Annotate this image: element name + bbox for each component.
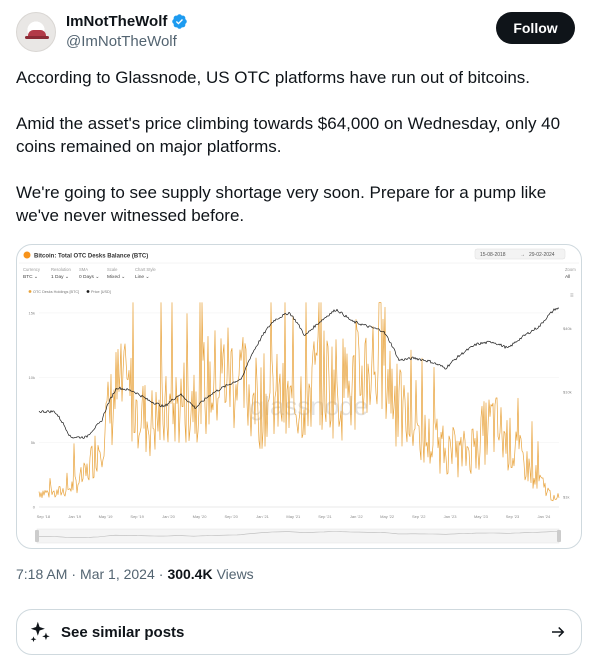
control-label-0: Currency <box>23 267 41 272</box>
control-label-1: Resolution <box>51 267 71 272</box>
tweet-meta: 7:18 AM · Mar 1, 2024 · 300.4K Views <box>16 566 254 582</box>
sparkle-icon <box>30 621 50 643</box>
x-tick-label: Sep '23 <box>506 514 520 519</box>
meta-separator: · <box>71 566 77 582</box>
navigator-right-handle[interactable] <box>557 530 561 542</box>
x-tick-label: Jan '20 <box>162 514 176 519</box>
verified-badge-icon[interactable] <box>171 13 188 30</box>
control-value-4[interactable]: Line ⌄ <box>135 274 149 280</box>
navigator-line <box>37 531 560 538</box>
x-tick-label: May '22 <box>380 514 395 519</box>
arrow-right-icon <box>552 626 565 638</box>
see-similar-posts-label: See similar posts <box>61 623 185 641</box>
tweet-media-image[interactable]: Bitcoin: Total OTC Desks Balance (BTC) 1… <box>16 244 582 549</box>
control-label-3: Scale <box>107 267 118 272</box>
date-arrow-icon: → <box>520 252 525 258</box>
zoom-label: Zoom <box>565 267 576 272</box>
series-otc-balance-line <box>38 302 560 502</box>
x-tick-label: Jan '23 <box>444 514 458 519</box>
legend-balance-swatch <box>28 290 32 293</box>
date-from: 15-08-2018 <box>480 252 506 258</box>
zoom-value[interactable]: All <box>565 274 570 280</box>
y-right-tick-label: $1k <box>563 494 569 499</box>
time-navigator[interactable] <box>36 528 560 544</box>
views-label: Views <box>216 566 254 582</box>
x-tick-label: May '23 <box>474 514 489 519</box>
legend-price-swatch <box>86 290 90 293</box>
legend-price: Price [USD] <box>91 290 111 294</box>
author-display-name[interactable]: ImNotTheWolf <box>66 13 168 30</box>
x-tick-label: Jan '24 <box>537 514 551 519</box>
control-label-4: Chart Style <box>135 267 156 272</box>
y-right-tick-label: $40k <box>563 326 572 331</box>
y-right-tick-label: $10k <box>563 389 572 394</box>
date-to: 29-02-2024 <box>529 252 555 258</box>
meta-separator-2: · <box>158 566 164 582</box>
control-value-2[interactable]: 0 Days ⌄ <box>79 274 99 280</box>
x-tick-label: May '21 <box>286 514 301 519</box>
navigator-left-handle[interactable] <box>35 530 39 542</box>
chart-menu-icon[interactable]: ≡ <box>570 293 574 299</box>
control-label-2: SMA <box>79 267 88 272</box>
legend-balance: OTC Desks Holdings [BTC] <box>33 290 79 294</box>
author-handle[interactable]: @ImNotTheWolf <box>66 33 177 50</box>
see-similar-posts-button[interactable]: See similar posts <box>16 609 582 655</box>
views-count: 300.4K <box>167 566 213 582</box>
avatar-brim-shape <box>25 36 49 39</box>
x-tick-label: Jan '21 <box>256 514 270 519</box>
x-tick-label: Jan '22 <box>350 514 364 519</box>
control-value-0[interactable]: BTC ⌄ <box>23 274 38 280</box>
control-value-1[interactable]: 1 Day ⌄ <box>51 274 69 280</box>
bitcoin-icon <box>23 251 31 259</box>
control-value-3[interactable]: Mixed ⌄ <box>107 274 125 280</box>
x-tick-label: May '20 <box>193 514 208 519</box>
tweet-date[interactable]: Mar 1, 2024 <box>80 566 155 582</box>
author-name-row: ImNotTheWolf <box>66 13 188 30</box>
y-left-tick-label: 5k <box>31 440 35 445</box>
tweet-text: According to Glassnode, US OTC platforms… <box>16 68 561 225</box>
x-tick-label: Sep '19 <box>130 514 144 519</box>
x-tick-label: Sep '21 <box>318 514 332 519</box>
date-range-picker[interactable] <box>474 248 566 260</box>
plot-area: 0 5k 10k 15k $1k $10k $40k Sep '18 Jan '19 May '1… <box>29 302 572 519</box>
chart-controls: Currency BTC ⌄ Resolution 1 Day ⌄ SMA 0 Days … <box>23 267 156 280</box>
series-price-line <box>38 307 560 439</box>
x-tick-label: Sep '20 <box>224 514 238 519</box>
x-tick-label: May '19 <box>99 514 114 519</box>
x-tick-label: Sep '18 <box>37 514 51 519</box>
tweet-time[interactable]: 7:18 AM <box>16 566 68 582</box>
avatar-hat-shape <box>28 30 46 37</box>
avatar[interactable] <box>16 12 56 52</box>
x-tick-label: Sep '22 <box>412 514 426 519</box>
x-tick-label: Jan '19 <box>68 514 82 519</box>
y-left-tick-label: 0 <box>33 505 36 510</box>
y-left-tick-label: 10k <box>29 375 35 380</box>
chart-title: Bitcoin: Total OTC Desks Balance (BTC) <box>34 254 148 260</box>
follow-button[interactable]: Follow <box>496 12 575 44</box>
y-left-tick-label: 15k <box>29 310 35 315</box>
otc-balance-chart: Bitcoin: Total OTC Desks Balance (BTC) 1… <box>19 248 579 544</box>
